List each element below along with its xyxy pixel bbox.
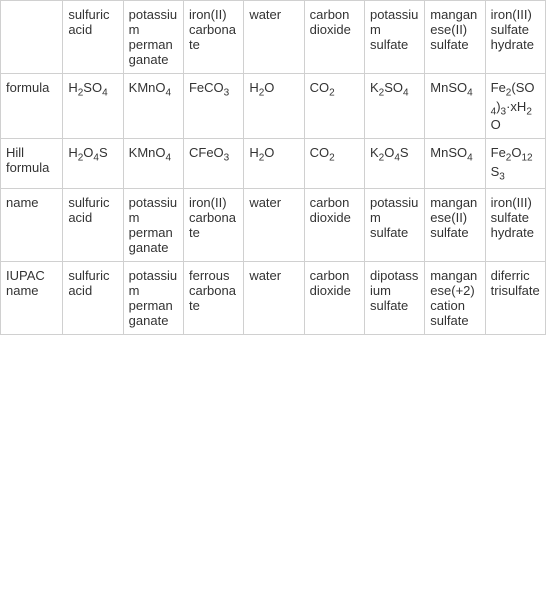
table-cell: manganese(II) sulfate: [425, 189, 485, 262]
row-header: Hill formula: [1, 139, 63, 189]
column-header: potassium permanganate: [123, 1, 183, 74]
table-cell: MnSO4: [425, 74, 485, 139]
table-cell: water: [244, 262, 304, 335]
table-cell: H2O: [244, 74, 304, 139]
table-cell: H2O4S: [63, 139, 123, 189]
column-header: iron(III) sulfate hydrate: [485, 1, 545, 74]
table-cell: KMnO4: [123, 139, 183, 189]
table-row: Hill formula H2O4S KMnO4 CFeO3 H2O CO2 K…: [1, 139, 546, 189]
table-cell: iron(II) carbonate: [183, 189, 243, 262]
table-cell: K2O4S: [364, 139, 424, 189]
table-cell: diferric trisulfate: [485, 262, 545, 335]
table-cell: CO2: [304, 139, 364, 189]
table-cell: ferrous carbonate: [183, 262, 243, 335]
table-cell: potassium permanganate: [123, 262, 183, 335]
column-header: water: [244, 1, 304, 74]
table-cell: potassium sulfate: [364, 189, 424, 262]
table-row: IUPAC name sulfuric acid potassium perma…: [1, 262, 546, 335]
table-cell: dipotassium sulfate: [364, 262, 424, 335]
table-cell: iron(III) sulfate hydrate: [485, 189, 545, 262]
row-header: name: [1, 189, 63, 262]
column-header: potassium sulfate: [364, 1, 424, 74]
table-cell: water: [244, 189, 304, 262]
table-cell: manganese(+2) cation sulfate: [425, 262, 485, 335]
table-cell: H2SO4: [63, 74, 123, 139]
table-cell: H2O: [244, 139, 304, 189]
table-row: name sulfuric acid potassium permanganat…: [1, 189, 546, 262]
table-cell: Fe2(SO4)3·xH2O: [485, 74, 545, 139]
corner-cell: [1, 1, 63, 74]
table-cell: carbon dioxide: [304, 262, 364, 335]
table-cell: potassium permanganate: [123, 189, 183, 262]
column-header: iron(II) carbonate: [183, 1, 243, 74]
table-cell: CO2: [304, 74, 364, 139]
column-header: manganese(II) sulfate: [425, 1, 485, 74]
column-header: sulfuric acid: [63, 1, 123, 74]
table-header-row: sulfuric acid potassium permanganate iro…: [1, 1, 546, 74]
table-cell: KMnO4: [123, 74, 183, 139]
chemical-properties-table: sulfuric acid potassium permanganate iro…: [0, 0, 546, 335]
table-cell: carbon dioxide: [304, 189, 364, 262]
table-cell: sulfuric acid: [63, 262, 123, 335]
table-cell: Fe2O12S3: [485, 139, 545, 189]
table-row: formula H2SO4 KMnO4 FeCO3 H2O CO2 K2SO4 …: [1, 74, 546, 139]
table-cell: FeCO3: [183, 74, 243, 139]
table-cell: CFeO3: [183, 139, 243, 189]
row-header: IUPAC name: [1, 262, 63, 335]
table-cell: MnSO4: [425, 139, 485, 189]
table-cell: sulfuric acid: [63, 189, 123, 262]
row-header: formula: [1, 74, 63, 139]
table-cell: K2SO4: [364, 74, 424, 139]
column-header: carbon dioxide: [304, 1, 364, 74]
